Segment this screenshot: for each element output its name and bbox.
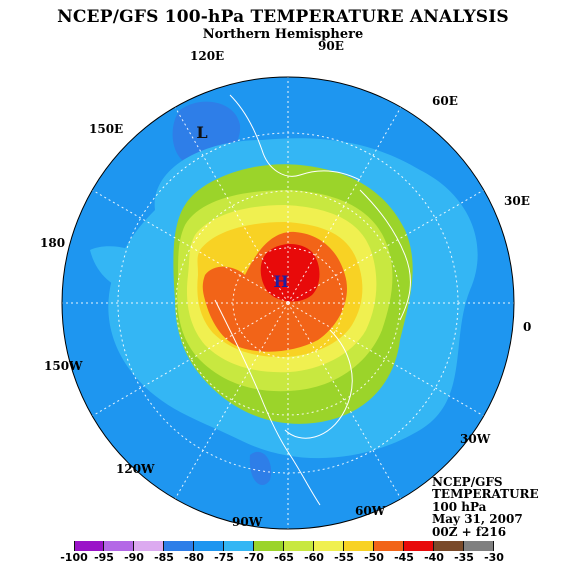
- info-time: 00Z + f216: [432, 524, 507, 539]
- field-band-minus45: [260, 244, 320, 302]
- lon-label-90w: 90W: [232, 515, 263, 529]
- colorbar-swatch: [374, 541, 404, 551]
- info-date: May 31, 2007: [432, 512, 523, 527]
- coastlines: [214, 94, 411, 506]
- colorbar-tick-label: -60: [304, 551, 324, 564]
- colorbar-swatch: [464, 541, 494, 551]
- high-marker: H: [273, 272, 288, 291]
- field-band-minus75-west: [90, 246, 152, 290]
- colorbar-tick-label: -80: [184, 551, 204, 564]
- lon-label-60w: 60W: [355, 504, 386, 518]
- colorbar-swatch: [134, 541, 164, 551]
- colorbar-swatch: [194, 541, 224, 551]
- colorbar-tick-label: -30: [484, 551, 504, 564]
- colorbar-tick-label: -90: [124, 551, 144, 564]
- colorbar-tick-label: -40: [424, 551, 444, 564]
- chart-title: NCEP/GFS 100-hPa TEMPERATURE ANALYSIS: [57, 7, 509, 27]
- colorbar-tick-label: -50: [364, 551, 384, 564]
- lon-label-150e: 150E: [89, 122, 123, 136]
- low-region-south: [249, 451, 272, 486]
- colorbar-tick-label: -95: [94, 551, 114, 564]
- info-block: NCEP/GFS TEMPERATURE 100 hPa May 31, 200…: [432, 476, 539, 538]
- colorbar-swatch: [314, 541, 344, 551]
- colorbar-swatch: [104, 541, 134, 551]
- colorbar-swatch: [224, 541, 254, 551]
- map-boundary: [61, 76, 515, 530]
- colorbar-ticks: -100 -95 -90 -85 -80 -75 -70 -65 -60 -55 -50 -45 -40…: [0, 551, 566, 565]
- graticule: [62, 77, 514, 529]
- colorbar-tick-label: -55: [334, 551, 354, 564]
- colorbar-tick-label: -45: [394, 551, 414, 564]
- lon-label-60e: 60E: [432, 94, 458, 108]
- colorbar-swatch: [344, 541, 374, 551]
- info-level: 100 hPa: [432, 499, 487, 514]
- colorbar-tick-label: -70: [244, 551, 264, 564]
- colorbar-tick-label: -100: [60, 551, 88, 564]
- temperature-field: [62, 77, 514, 529]
- lon-label-120w: 120W: [116, 462, 155, 476]
- colorbar-tick-label: -35: [454, 551, 474, 564]
- info-variable: TEMPERATURE: [432, 487, 539, 502]
- colorbar: [74, 541, 494, 551]
- colorbar-swatch: [434, 541, 464, 551]
- colorbar-swatch: [284, 541, 314, 551]
- colorbar-swatch: [404, 541, 434, 551]
- lon-label-120e: 120E: [190, 49, 224, 63]
- colorbar-swatch: [254, 541, 284, 551]
- lon-label-150w: 150W: [44, 359, 83, 373]
- chart-subtitle: Northern Hemisphere: [202, 27, 364, 42]
- lon-label-90e: 90E: [318, 39, 344, 53]
- low-marker: L: [196, 123, 207, 142]
- info-model: NCEP/GFS: [432, 475, 503, 489]
- lon-label-30w: 30W: [460, 432, 491, 446]
- colorbar-tick-label: -85: [154, 551, 174, 564]
- colorbar-swatch: [164, 541, 194, 551]
- colorbar-tick-label: -75: [214, 551, 234, 564]
- colorbar-swatch: [74, 541, 104, 551]
- lon-label-0: 0: [523, 320, 531, 334]
- colorbar-tick-label: -65: [274, 551, 294, 564]
- lon-label-180: 180: [40, 236, 65, 250]
- lon-label-30e: 30E: [504, 194, 530, 208]
